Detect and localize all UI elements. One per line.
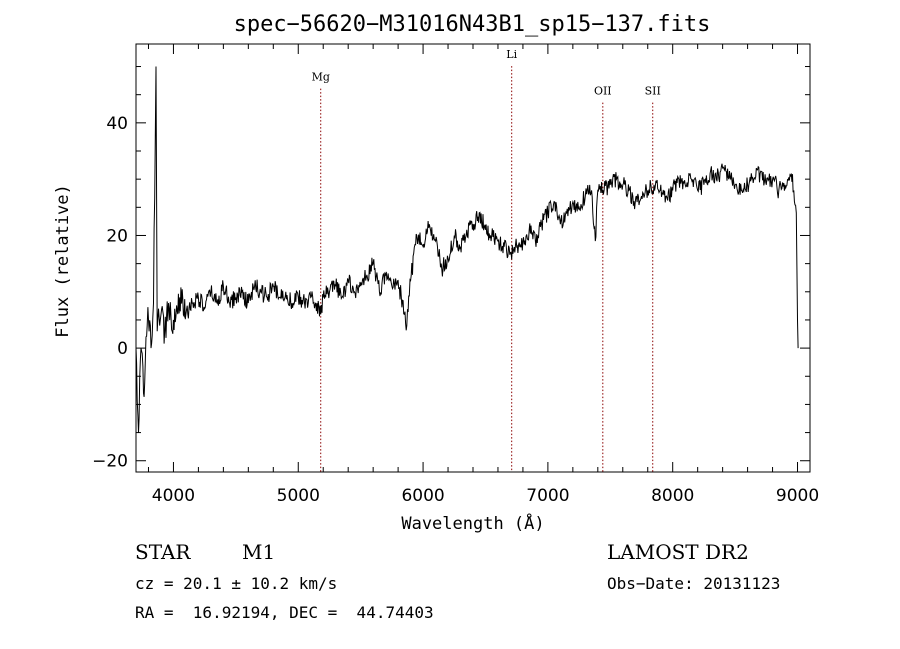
x-tick-label: 7000: [526, 486, 569, 506]
x-tick-label: 8000: [651, 486, 694, 506]
x-tick-label: 4000: [152, 486, 195, 506]
y-tick-label: 0: [117, 339, 128, 359]
spectrum-line: [135, 66, 799, 433]
coordinates: RA = 16.92194, DEC = 44.74403: [135, 603, 434, 622]
line-marker-label: OII: [594, 85, 612, 98]
redshift-velocity: cz = 20.1 ± 10.2 km/s: [135, 574, 338, 593]
x-tick-label: 6000: [401, 486, 444, 506]
x-tick-label: 5000: [277, 486, 320, 506]
x-tick-label: 9000: [776, 486, 819, 506]
line-marker-label: Li: [506, 48, 517, 61]
line-marker-label: Mg: [312, 71, 330, 84]
object-class: STAR: [135, 540, 191, 564]
line-marker-label: SII: [645, 85, 661, 98]
y-axis-label: Flux (relative): [53, 184, 73, 338]
y-tick-label: −20: [92, 452, 128, 472]
y-axis: −20 0 20 40: [92, 66, 810, 472]
survey-name: LAMOST DR2: [607, 540, 749, 564]
y-tick-label: 20: [106, 226, 128, 246]
x-axis-label: Wavelength (Å): [401, 512, 544, 534]
plot-frame: [135, 43, 811, 473]
x-axis: 4000 5000 6000 7000 8000 9000: [147, 44, 819, 506]
spectrum-chart: spec−56620−M31016N43B1_sp15−137.fits Mg L…: [53, 12, 819, 534]
y-tick-label: 40: [106, 114, 128, 134]
observation-date: Obs−Date: 20131123: [607, 574, 781, 593]
spectral-line-markers: Mg Li OII SII: [312, 48, 661, 472]
object-subclass: M1: [242, 540, 276, 564]
chart-title: spec−56620−M31016N43B1_sp15−137.fits: [234, 12, 711, 37]
